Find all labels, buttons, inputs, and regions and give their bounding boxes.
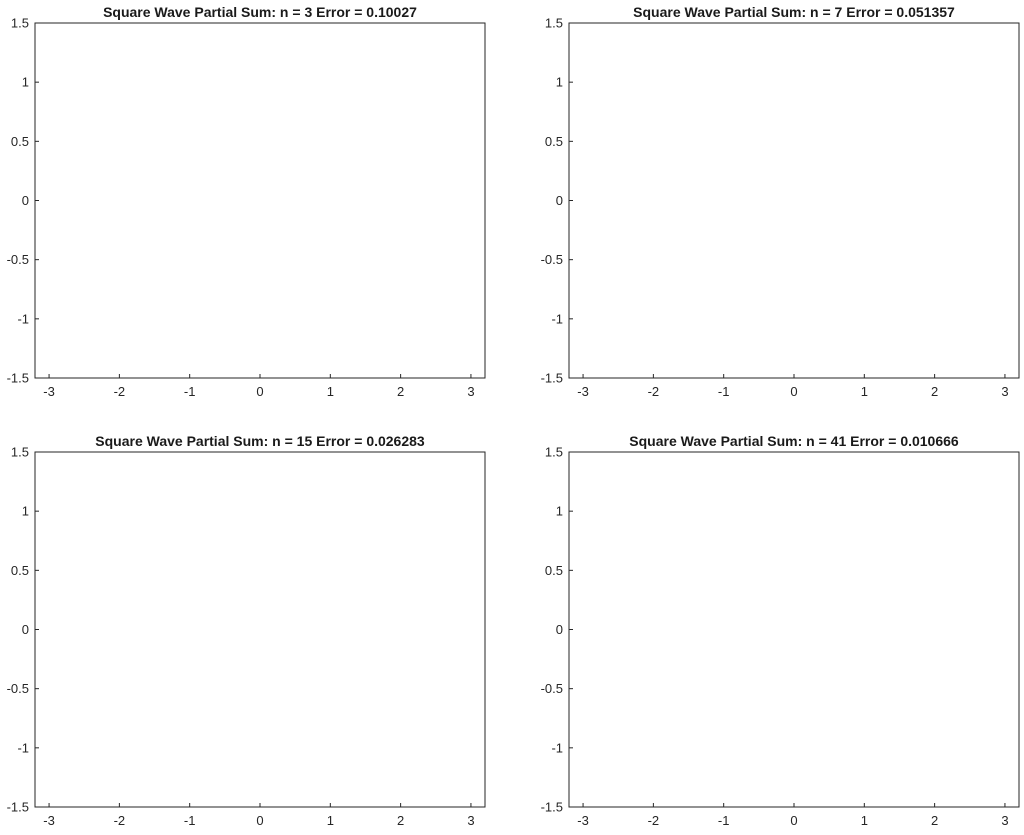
x-tick-label: -2 — [114, 813, 126, 828]
y-tick-label: -1.5 — [541, 371, 563, 386]
x-tick-label: 0 — [790, 384, 797, 399]
x-tick-label: 1 — [861, 384, 868, 399]
x-tick-label: 3 — [1001, 384, 1008, 399]
y-tick-label: -0.5 — [7, 252, 29, 267]
y-tick-label: 0.5 — [545, 563, 563, 578]
y-tick-label: -1.5 — [7, 800, 29, 815]
axes-frame — [568, 22, 1020, 379]
y-tick-label: -1 — [17, 311, 29, 326]
x-tick-label: 1 — [861, 813, 868, 828]
y-tick-label: 0 — [22, 193, 29, 208]
subplot-n15: -3 -2 -1 0 1 2 3 -1.5 -1 -0.5 0 0.5 1 1.5 Square Wave … — [7, 433, 486, 828]
y-tick-label: -0.5 — [7, 681, 29, 696]
axes-frame — [568, 451, 1020, 808]
x-tick-label: 2 — [397, 384, 404, 399]
x-tick-label: -3 — [577, 384, 589, 399]
chart-title: Square Wave Partial Sum: n = 3 Error = 0… — [103, 4, 417, 20]
y-tick-label: 1 — [556, 504, 563, 519]
x-tick-label: -1 — [184, 384, 196, 399]
x-tick-label: 1 — [327, 384, 334, 399]
x-tick-label: 0 — [256, 813, 263, 828]
chart-title: Square Wave Partial Sum: n = 15 Error = … — [95, 433, 425, 449]
y-tick-label: 1.5 — [11, 16, 29, 31]
chart-title: Square Wave Partial Sum: n = 41 Error = … — [629, 433, 959, 449]
chart-title: Square Wave Partial Sum: n = 7 Error = 0… — [633, 4, 955, 20]
y-tick-label: -1 — [551, 311, 563, 326]
y-tick-label: 1.5 — [11, 445, 29, 460]
axes-frame — [34, 451, 486, 808]
y-tick-label: 0 — [22, 622, 29, 637]
y-tick-label: 0.5 — [11, 134, 29, 149]
y-tick-label: 1 — [22, 75, 29, 90]
y-tick-label: 0 — [556, 622, 563, 637]
y-tick-label: -1.5 — [541, 800, 563, 815]
subplot-n3: -3 -2 -1 0 1 2 3 -1.5 -1 -0.5 0 0.5 1 1.5 Square Wave … — [7, 4, 486, 399]
y-tick-label: 1 — [22, 504, 29, 519]
y-tick-label: 0 — [556, 193, 563, 208]
y-tick-label: 1.5 — [545, 16, 563, 31]
x-tick-label: -1 — [718, 813, 730, 828]
axes-frame — [34, 22, 486, 379]
y-tick-label: 1 — [556, 75, 563, 90]
x-tick-label: 2 — [397, 813, 404, 828]
x-tick-label: 3 — [1001, 813, 1008, 828]
subplot-n41: -3 -2 -1 0 1 2 3 -1.5 -1 -0.5 0 0.5 1 1.5 Square Wave … — [541, 433, 1020, 828]
y-tick-label: -1 — [17, 740, 29, 755]
y-tick-label: 0.5 — [11, 563, 29, 578]
y-tick-label: 1.5 — [545, 445, 563, 460]
x-tick-label: -3 — [43, 813, 55, 828]
x-tick-label: 3 — [467, 813, 474, 828]
x-tick-label: -3 — [577, 813, 589, 828]
x-tick-label: 0 — [256, 384, 263, 399]
y-tick-label: -1.5 — [7, 371, 29, 386]
x-tick-label: -2 — [648, 384, 660, 399]
x-tick-label: -3 — [43, 384, 55, 399]
y-tick-label: 0.5 — [545, 134, 563, 149]
y-tick-label: -0.5 — [541, 252, 563, 267]
x-tick-label: -1 — [184, 813, 196, 828]
x-tick-label: -1 — [718, 384, 730, 399]
x-tick-label: 2 — [931, 813, 938, 828]
subplot-n7: -3 -2 -1 0 1 2 3 -1.5 -1 -0.5 0 0.5 1 1.5 Square Wave … — [541, 4, 1020, 399]
x-tick-label: -2 — [114, 384, 126, 399]
y-tick-label: -1 — [551, 740, 563, 755]
x-tick-label: 3 — [467, 384, 474, 399]
x-tick-label: 2 — [931, 384, 938, 399]
x-tick-label: 1 — [327, 813, 334, 828]
x-tick-label: -2 — [648, 813, 660, 828]
y-tick-label: -0.5 — [541, 681, 563, 696]
x-tick-label: 0 — [790, 813, 797, 828]
